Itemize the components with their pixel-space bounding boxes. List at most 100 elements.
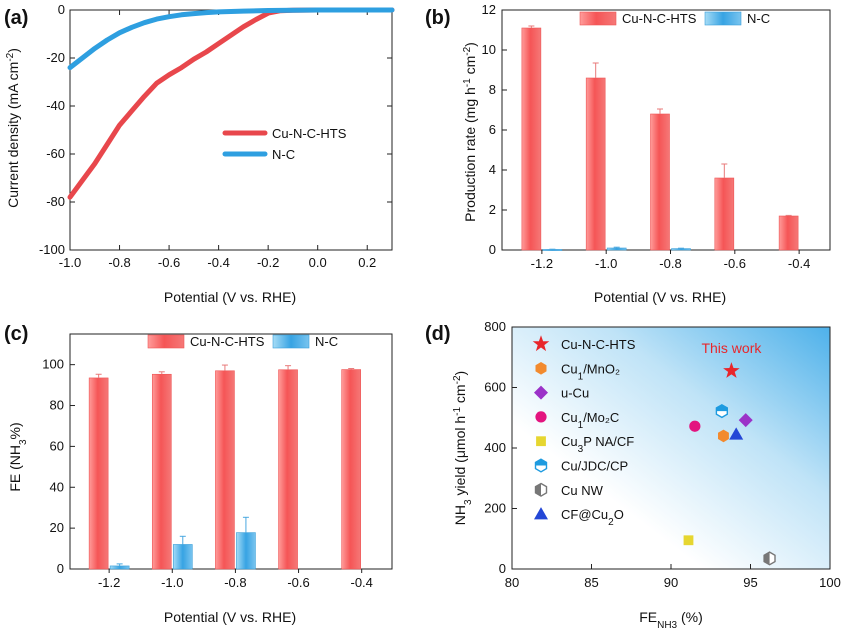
bar-cu-n-c-hts	[151, 373, 172, 570]
y-tick-label-c: 100	[42, 357, 64, 372]
y-tick-label-c: 40	[50, 479, 64, 494]
bar-cu-n-c-hts	[778, 215, 799, 251]
x-tick-label-a: 0.0	[309, 255, 327, 270]
series-line-cu-n-c-hts	[67, 7, 395, 200]
panel-label-a: (a)	[4, 7, 28, 29]
x-tick-label-a: -0.8	[108, 255, 130, 270]
bar-cu-n-c-hts	[650, 113, 670, 251]
legend-label-d: CF@Cu2O	[561, 507, 624, 528]
bar-n-c	[172, 544, 193, 570]
plot-area-d: 80 85 90 95 100 0 200 400 600 800 This work Cu-N-C-…	[484, 319, 841, 590]
legend-label-d: Cu/JDC/CP	[561, 459, 628, 474]
legend-label-cu-b: Cu-N-C-HTS	[622, 11, 697, 26]
y-tick-label-d: 600	[484, 380, 506, 395]
plot-area-c: -1.2 -1.0 -0.8 -0.6 -0.4 0 20 40 60 80 100 Cu-N-C-H…	[42, 333, 393, 590]
bar-cu-n-c-hts	[278, 369, 298, 570]
legend-swatch-nc-b	[704, 11, 742, 26]
legend-marker-hexagon	[535, 362, 547, 375]
y-tick-label-b: 8	[489, 82, 496, 97]
legend-label-sub: 3	[578, 444, 584, 455]
legend-label-d: Cu1/Mo₂C	[561, 410, 619, 431]
y-tick-label-a: 0	[58, 2, 65, 17]
series-line-n-c	[67, 7, 395, 71]
scatter-point-star	[723, 362, 740, 378]
y-axis-label-c: FE (NH3%)	[7, 422, 29, 491]
legend-marker-triangle	[534, 507, 548, 520]
x-tick-label-b: -1.0	[595, 256, 617, 271]
legend-label-main: Cu/JDC/CP	[561, 459, 628, 474]
bar-cu-n-c-hts	[521, 27, 542, 251]
legend-marker-diamond	[534, 385, 548, 400]
x-tick-label-d: 95	[743, 575, 757, 590]
legend-label-sub: 1	[578, 419, 584, 430]
y-tick-label-a: -20	[46, 50, 65, 65]
scatter-point-circle	[689, 420, 701, 432]
plot-background-d	[512, 327, 830, 569]
legend-marker-circle	[535, 411, 547, 423]
legend-label-sub: 1	[578, 371, 584, 382]
y-tick-label-a: -40	[46, 98, 65, 113]
x-tick-label-d: 80	[505, 575, 519, 590]
x-tick-label-c: -0.6	[287, 575, 309, 590]
x-axis-label-c: Potential (V vs. RHE)	[164, 609, 296, 625]
scatter-point-hexagon	[718, 429, 729, 443]
legend-label-main: Cu	[561, 361, 578, 376]
bar-cu-n-c-hts	[88, 377, 109, 570]
y-tick-label-a: -100	[39, 242, 65, 257]
panel-c: (c) -1.2 -1.0 -0.8 -0.6 -0.4 0 20 40 60 80 100 Cu-N…	[4, 323, 393, 625]
y-tick-label-c: 60	[50, 438, 64, 453]
y-axis-label-b: Production rate (mg h-1 cm-2)	[462, 42, 479, 222]
scatter-point-hexhalf-gray	[763, 551, 776, 566]
y-tick-label-d: 800	[484, 319, 506, 334]
panel-d: (d) 80 85 90 95 100 0 200 400 600 800 This work Cu-…	[425, 319, 841, 630]
legend-label-cu-c: Cu-N-C-HTS	[190, 334, 265, 349]
legend-label-sub: 2	[608, 517, 614, 528]
x-tick-label-d: 90	[664, 575, 678, 590]
bar-n-c	[236, 532, 256, 570]
bar-cu-n-c-hts	[341, 369, 361, 570]
legend-label-d: Cu3P NA/CF	[561, 434, 634, 455]
y-tick-label-b: 0	[489, 242, 496, 257]
x-tick-label-b: -0.6	[724, 256, 746, 271]
legend-label-main: Cu	[561, 410, 578, 425]
plot-area-b: -1.2 -1.0 -0.8 -0.6 -0.4 0 2 4 6 8 10 12 Cu-N-C-HTS N…	[482, 2, 831, 271]
y-tick-label-b: 10	[482, 42, 496, 57]
legend-label-main: Cu-N-C-HTS	[561, 337, 636, 352]
legend-label-d: Cu NW	[561, 483, 604, 498]
x-tick-label-b: -0.8	[659, 256, 681, 271]
x-axis-label-b: Potential (V vs. RHE)	[594, 289, 726, 305]
x-tick-label-d: 85	[584, 575, 598, 590]
legend-label-end: /Mo₂C	[583, 410, 619, 425]
x-tick-label-c: -1.2	[98, 575, 120, 590]
legend-label-d: u-Cu	[561, 386, 589, 401]
legend-label-a: N-C	[272, 147, 295, 162]
y-axis-label-d: NH3 yield (μmol h-1 cm-2)	[452, 371, 474, 525]
x-tick-label-c: -0.4	[350, 575, 372, 590]
legend-label-nc-c: N-C	[315, 334, 338, 349]
panel-label-c: (c)	[4, 323, 28, 345]
scatter-point-hexhalf-gray-fill	[764, 552, 770, 565]
y-tick-label-c: 20	[50, 520, 64, 535]
legend-marker-star	[532, 335, 550, 352]
legend-label-main: Cu NW	[561, 483, 604, 498]
legend-marker-square	[536, 436, 546, 447]
scatter-point-hexhalf-blue	[715, 403, 728, 419]
y-tick-label-b: 12	[482, 2, 496, 17]
x-axis-label-a: Potential (V vs. RHE)	[164, 289, 296, 305]
scatter-point-square	[683, 535, 694, 546]
legend-marker-hexhalf-blue	[534, 458, 548, 473]
plot-area-a: -1.0 -0.8 -0.6 -0.4 -0.2 0.0 0.2 0 -20 -40 -60 -80 -…	[39, 2, 395, 270]
legend-label-main: CF@Cu	[561, 507, 608, 522]
bar-n-c	[109, 565, 130, 570]
y-tick-label-d: 400	[484, 440, 506, 455]
y-tick-label-b: 6	[489, 122, 496, 137]
bar-cu-n-c-hts	[215, 370, 235, 570]
scatter-point-diamond	[738, 413, 753, 428]
legend-swatch-nc-c	[272, 334, 310, 349]
x-tick-label-c: -0.8	[224, 575, 246, 590]
legend-marker-hexhalf-blue-fill	[535, 459, 547, 466]
x-tick-label-d: 100	[819, 575, 841, 590]
y-tick-label-b: 2	[489, 202, 496, 217]
y-tick-label-d: 200	[484, 501, 506, 516]
scatter-point-hexhalf-blue-fill	[716, 404, 728, 412]
